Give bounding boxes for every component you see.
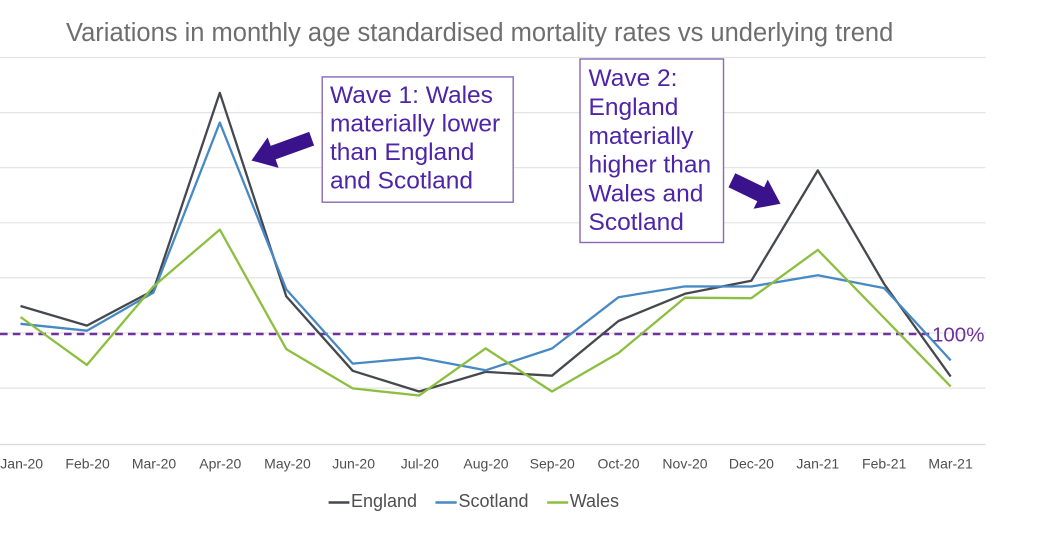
svg-text:Nov-20: Nov-20 (662, 456, 707, 472)
svg-text:Jan-20: Jan-20 (0, 456, 43, 472)
svg-text:and Scotland: and Scotland (330, 168, 473, 195)
svg-text:100%: 100% (932, 323, 984, 346)
svg-text:Variations in monthly age stan: Variations in monthly age standardised m… (66, 19, 893, 47)
svg-text:Wales: Wales (570, 491, 619, 511)
svg-text:Mar-21: Mar-21 (928, 456, 973, 472)
svg-text:Scotland: Scotland (459, 491, 529, 511)
svg-text:May-20: May-20 (264, 456, 311, 472)
svg-text:Jan-21: Jan-21 (796, 456, 839, 472)
svg-text:England: England (589, 94, 679, 121)
svg-text:materially lower: materially lower (330, 111, 500, 138)
svg-text:higher than: higher than (589, 152, 712, 179)
svg-text:Wave 1: Wales: Wave 1: Wales (330, 82, 493, 109)
svg-text:than England: than England (330, 139, 474, 166)
svg-text:Oct-20: Oct-20 (597, 456, 639, 472)
svg-text:Scotland: Scotland (589, 209, 684, 236)
svg-text:materially: materially (589, 123, 695, 150)
svg-text:England: England (351, 491, 417, 511)
svg-text:Mar-20: Mar-20 (132, 456, 177, 472)
svg-text:Feb-20: Feb-20 (65, 456, 110, 472)
svg-text:Wave 2:: Wave 2: (589, 65, 678, 92)
svg-text:Aug-20: Aug-20 (463, 456, 508, 472)
svg-text:Dec-20: Dec-20 (729, 456, 774, 472)
svg-text:Sep-20: Sep-20 (530, 456, 575, 472)
svg-text:Jul-20: Jul-20 (401, 456, 439, 472)
svg-text:Jun-20: Jun-20 (332, 456, 375, 472)
svg-text:Wales and: Wales and (589, 180, 704, 207)
svg-text:Feb-21: Feb-21 (862, 456, 907, 472)
svg-text:Apr-20: Apr-20 (199, 456, 241, 472)
